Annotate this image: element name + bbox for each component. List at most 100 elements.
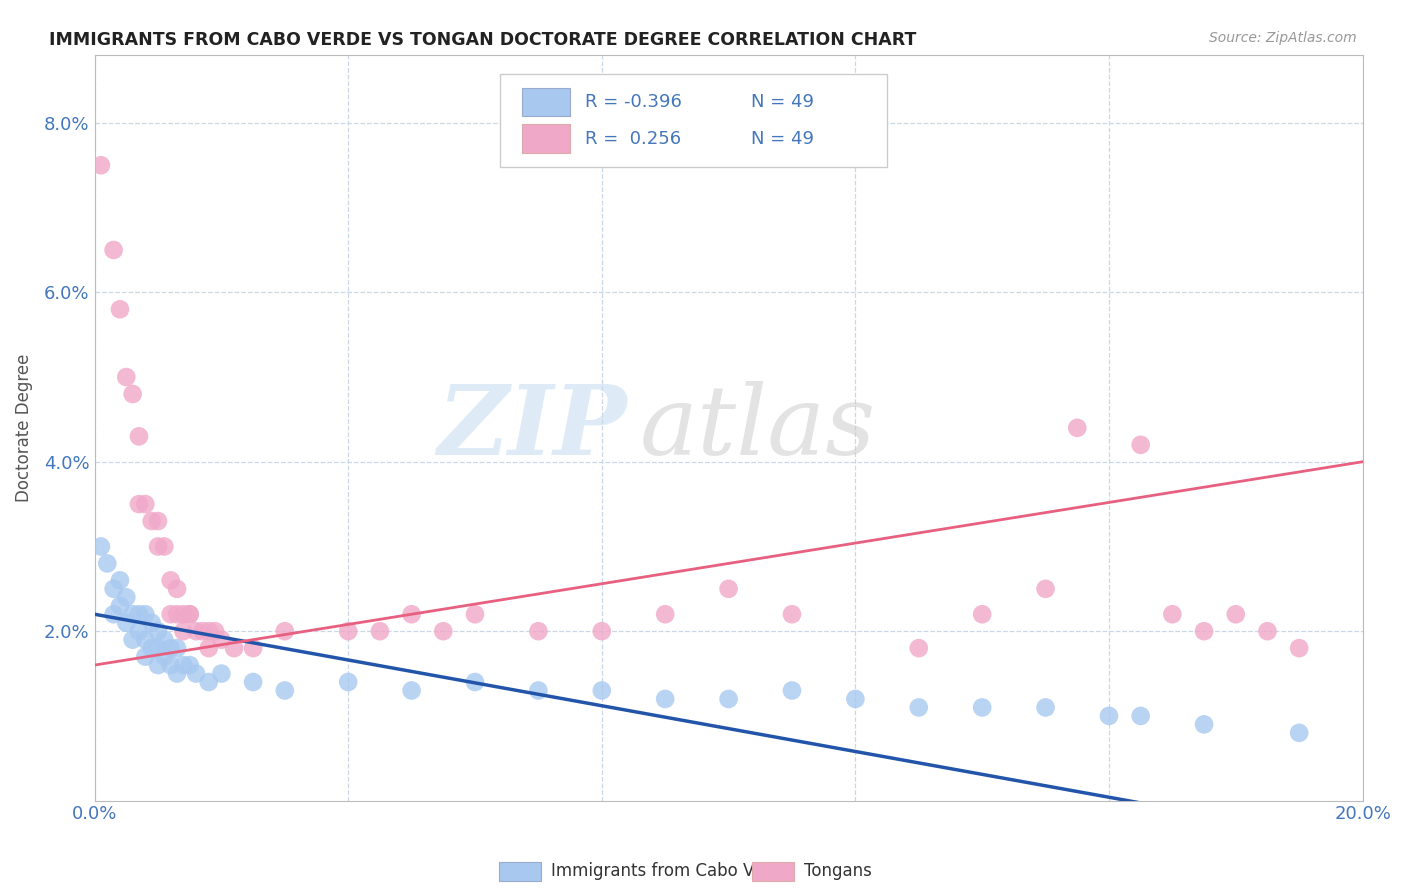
Point [527, 683, 550, 698]
Point [153, 649, 176, 664]
Point [1288, 641, 1310, 656]
Point [1129, 438, 1152, 452]
Point [1288, 726, 1310, 740]
Point [184, 624, 207, 639]
Point [166, 607, 188, 622]
Point [179, 607, 201, 622]
Point [115, 591, 138, 605]
Point [166, 641, 188, 656]
Text: IMMIGRANTS FROM CABO VERDE VS TONGAN DOCTORATE DEGREE CORRELATION CHART: IMMIGRANTS FROM CABO VERDE VS TONGAN DOC… [49, 31, 917, 49]
Point [464, 607, 486, 622]
Point [197, 624, 219, 639]
Point [1161, 607, 1184, 622]
Point [134, 497, 156, 511]
Point [337, 675, 360, 690]
Point [128, 624, 150, 639]
FancyBboxPatch shape [501, 74, 887, 167]
Point [401, 607, 423, 622]
Point [464, 675, 486, 690]
Point [1035, 582, 1057, 596]
Point [128, 497, 150, 511]
Text: N = 49: N = 49 [751, 129, 814, 148]
Point [591, 624, 613, 639]
Point [153, 632, 176, 647]
Point [146, 658, 169, 673]
Point [146, 540, 169, 554]
Point [222, 641, 245, 656]
Point [179, 607, 201, 622]
Point [209, 632, 232, 647]
Point [1192, 624, 1215, 639]
Point [121, 607, 143, 622]
Text: R = -0.396: R = -0.396 [585, 93, 682, 112]
Point [159, 607, 181, 622]
Text: R =  0.256: R = 0.256 [585, 129, 682, 148]
Point [115, 370, 138, 384]
Point [197, 641, 219, 656]
Point [172, 624, 194, 639]
Point [108, 574, 131, 588]
Point [134, 632, 156, 647]
Point [1129, 709, 1152, 723]
Point [90, 158, 112, 172]
Point [90, 540, 112, 554]
Point [141, 514, 163, 528]
Point [166, 582, 188, 596]
Point [1225, 607, 1247, 622]
Point [274, 624, 297, 639]
Point [591, 683, 613, 698]
Point [184, 666, 207, 681]
Point [907, 641, 929, 656]
Point [654, 607, 676, 622]
Text: Immigrants from Cabo Verde: Immigrants from Cabo Verde [551, 863, 792, 880]
Point [368, 624, 391, 639]
Text: Source: ZipAtlas.com: Source: ZipAtlas.com [1209, 31, 1357, 45]
Point [146, 641, 169, 656]
Point [146, 624, 169, 639]
FancyBboxPatch shape [522, 125, 569, 153]
Point [134, 607, 156, 622]
Point [166, 666, 188, 681]
Point [159, 658, 181, 673]
Point [242, 675, 264, 690]
Point [337, 624, 360, 639]
FancyBboxPatch shape [522, 88, 569, 116]
Point [1066, 421, 1088, 435]
Point [141, 641, 163, 656]
Point [204, 624, 226, 639]
Point [115, 615, 138, 630]
Point [191, 624, 214, 639]
Point [121, 632, 143, 647]
Point [134, 649, 156, 664]
Point [103, 243, 125, 257]
Point [717, 692, 740, 706]
Text: Tongans: Tongans [804, 863, 872, 880]
Point [153, 540, 176, 554]
Point [432, 624, 454, 639]
Y-axis label: Doctorate Degree: Doctorate Degree [15, 354, 32, 502]
Point [197, 675, 219, 690]
Point [1035, 700, 1057, 714]
Point [527, 624, 550, 639]
Point [159, 641, 181, 656]
Point [103, 582, 125, 596]
Point [121, 387, 143, 401]
Point [96, 557, 118, 571]
Point [172, 607, 194, 622]
Point [108, 302, 131, 317]
Point [108, 599, 131, 613]
Point [780, 607, 803, 622]
Point [654, 692, 676, 706]
Point [717, 582, 740, 596]
Point [972, 700, 994, 714]
Point [128, 607, 150, 622]
Point [844, 692, 866, 706]
Point [242, 641, 264, 656]
Point [179, 658, 201, 673]
Text: ZIP: ZIP [437, 381, 627, 475]
Point [1098, 709, 1121, 723]
Point [274, 683, 297, 698]
Point [146, 514, 169, 528]
Text: atlas: atlas [640, 381, 876, 475]
Point [907, 700, 929, 714]
